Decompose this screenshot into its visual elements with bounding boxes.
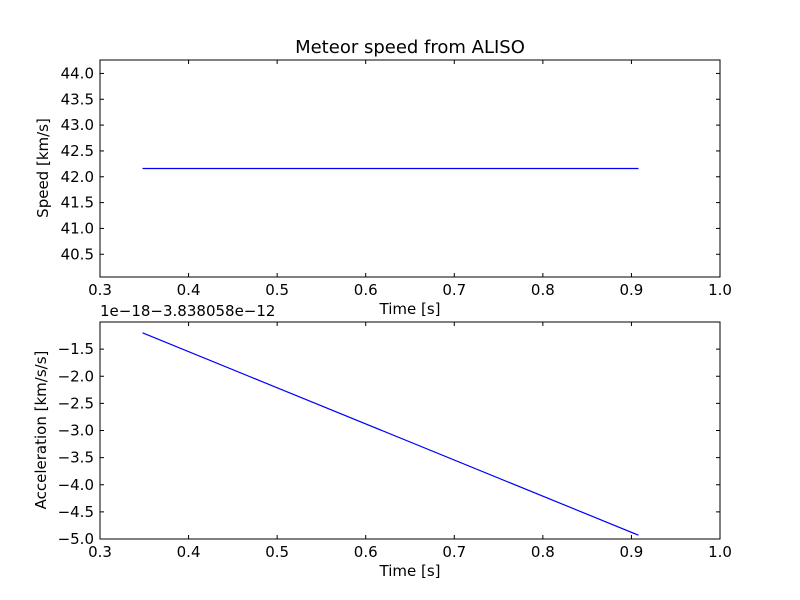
acceleration-x-tick-label: 0.5 xyxy=(265,543,289,561)
acceleration-x-tick-label: 0.3 xyxy=(88,543,112,561)
speed-x-tick-label: 0.9 xyxy=(619,281,643,299)
speed-x-tick-label: 0.6 xyxy=(354,281,378,299)
acceleration-series-line xyxy=(142,332,639,536)
speed-y-tick-label: 41.5 xyxy=(61,194,94,212)
speed-y-tick-label: 44.0 xyxy=(61,64,94,82)
acceleration-x-tick-label: 0.8 xyxy=(531,543,555,561)
acceleration-x-tick-label: 0.4 xyxy=(177,543,201,561)
acceleration-y-tick-label: −4.5 xyxy=(58,503,94,521)
acceleration-y-tick-label: −1.5 xyxy=(58,340,94,358)
speed-y-axis-label: Speed [km/s] xyxy=(34,118,52,218)
acceleration-y-tick-label: −3.5 xyxy=(58,449,94,467)
speed-y-tick-label: 42.5 xyxy=(61,142,94,160)
acceleration-y-tick-label: −2.5 xyxy=(58,394,94,412)
speed-x-tick-label: 0.8 xyxy=(531,281,555,299)
acceleration-x-tick-label: 0.9 xyxy=(619,543,643,561)
acceleration-y-tick-label: −5.0 xyxy=(58,530,94,548)
acceleration-x-tick-label: 1.0 xyxy=(708,543,732,561)
acceleration-offset-text: 1e−18−3.838058e−12 xyxy=(100,302,275,320)
speed-x-tick-label: 0.4 xyxy=(177,281,201,299)
acceleration-y-tick-label: −3.0 xyxy=(58,422,94,440)
acceleration-plot-area: 0.3 0.4 0.5 0.6 0.7 0.8 0.9 1.0 −5.0 −4.5 −4.0 −3.5… xyxy=(58,321,732,561)
speed-x-tick-label: 0.3 xyxy=(88,281,112,299)
chart-title: Meteor speed from ALISO xyxy=(295,37,525,58)
speed-y-tick-label: 43.0 xyxy=(61,116,94,134)
acceleration-x-tick-label: 0.7 xyxy=(442,543,466,561)
acceleration-x-axis-label: Time [s] xyxy=(379,562,441,580)
acceleration-subplot: 1e−18−3.838058e−12 0.3 0.4 0.5 0.6 0.7 0.8 0.9… xyxy=(32,302,732,580)
speed-x-axis-label: Time [s] xyxy=(379,300,441,318)
speed-axes-frame xyxy=(99,59,721,278)
speed-x-tick-label: 0.7 xyxy=(442,281,466,299)
speed-x-tick-label: 1.0 xyxy=(708,281,732,299)
acceleration-y-axis-label: Acceleration [km/s/s] xyxy=(32,351,50,510)
speed-y-tick-label: 43.5 xyxy=(61,90,94,108)
acceleration-x-tick-label: 0.6 xyxy=(354,543,378,561)
speed-subplot: Meteor speed from ALISO 0.3 0.4 0.5 0.6 0.7 0… xyxy=(34,37,732,318)
speed-plot-area: 0.3 0.4 0.5 0.6 0.7 0.8 0.9 1.0 40.5 41.0 41.5 42.0… xyxy=(61,59,732,299)
speed-x-tick-label: 0.5 xyxy=(265,281,289,299)
speed-y-tick-label: 40.5 xyxy=(61,245,94,263)
speed-y-tick-label: 42.0 xyxy=(61,168,94,186)
acceleration-y-tick-label: −4.0 xyxy=(58,476,94,494)
speed-y-tick-label: 41.0 xyxy=(61,219,94,237)
acceleration-y-tick-label: −2.0 xyxy=(58,367,94,385)
